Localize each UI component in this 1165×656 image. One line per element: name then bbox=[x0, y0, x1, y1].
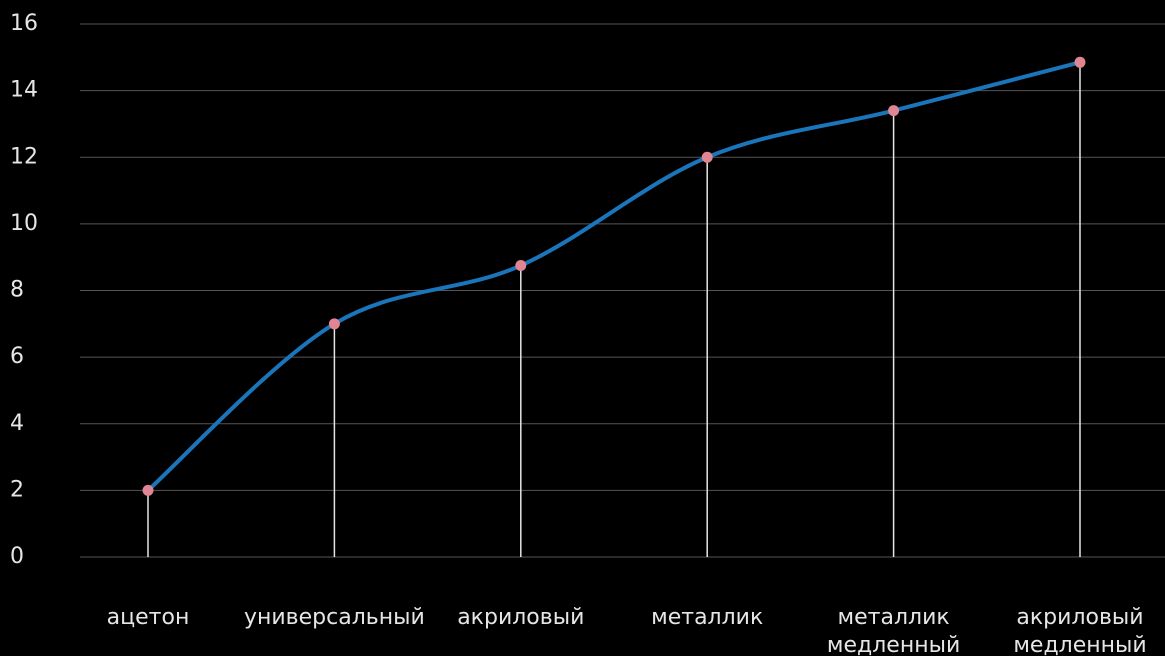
y-tick-label: 6 bbox=[10, 344, 24, 369]
y-tick-label: 12 bbox=[10, 144, 38, 169]
x-category-label: универсальный bbox=[244, 605, 425, 630]
y-axis-tick-labels: 0 2 4 6 8 10 12 14 16 bbox=[10, 11, 38, 569]
y-tick-label: 2 bbox=[10, 477, 24, 502]
x-category-label: медленный bbox=[827, 633, 960, 656]
y-tick-label: 14 bbox=[10, 78, 38, 103]
y-tick-label: 8 bbox=[10, 278, 24, 303]
y-tick-label: 10 bbox=[10, 211, 38, 236]
x-category-label: металлик bbox=[838, 605, 950, 630]
series-line-layer bbox=[146, 60, 1082, 493]
data-point bbox=[1074, 56, 1086, 68]
y-tick-label: 16 bbox=[10, 11, 38, 36]
x-category-label: акриловый bbox=[1016, 605, 1143, 630]
grid-lines bbox=[80, 23, 1165, 558]
y-tick-label: 0 bbox=[10, 544, 24, 569]
y-tick-label: 4 bbox=[10, 411, 24, 436]
series-line bbox=[146, 60, 1082, 493]
x-category-label: металлик bbox=[651, 605, 763, 630]
x-category-label: медленный bbox=[1013, 633, 1146, 656]
x-category-label: ацетон bbox=[107, 605, 190, 630]
x-axis-category-labels: ацетон универсальный акриловый металлик мета… bbox=[107, 605, 1147, 656]
data-point-markers bbox=[142, 56, 1086, 496]
data-point bbox=[515, 260, 527, 272]
x-category-label: акриловый bbox=[457, 605, 584, 630]
data-point bbox=[701, 151, 713, 163]
drop-lines bbox=[147, 62, 1081, 557]
data-point bbox=[888, 105, 900, 117]
data-point bbox=[142, 484, 154, 496]
data-point bbox=[328, 318, 340, 330]
